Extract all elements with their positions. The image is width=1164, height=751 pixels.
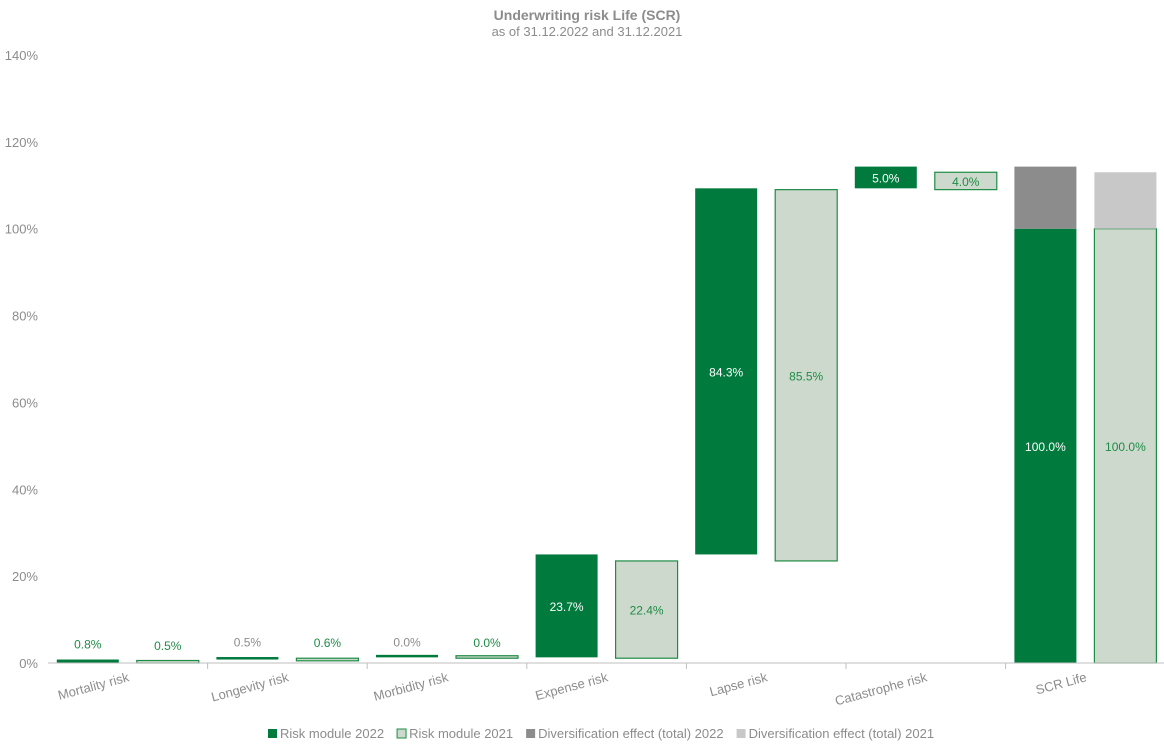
y-tick-label: 20% [12,569,38,584]
y-tick-label: 80% [12,309,38,324]
chart-subtitle: as of 31.12.2022 and 31.12.2021 [492,24,683,39]
bar-catastrophe-risk-series-0 [854,166,917,189]
bar-value-label: 22.4% [630,604,664,618]
bar-value-label: 100.0% [1105,440,1146,454]
bar-value-label: 85.5% [789,369,823,383]
y-tick-label: 40% [12,482,38,497]
x-category-label: Morbidity risk [372,669,450,703]
y-axis: 0% 20% 40% 60% 80% 100% 120% 140% [5,48,39,671]
bar-value-label: 84.3% [709,365,743,379]
bar-value-label: 23.7% [550,600,584,614]
legend-swatch [526,729,536,738]
bar-value-label: 4.0% [952,175,980,189]
bar-scr-life-series-1 [1093,228,1158,664]
bar-labels-group: 0.8% 0.5% 0.0% 23.7% 84.3% 5.0% 100.0% 0.5% 0.6%… [74,171,1146,652]
y-tick-label: 100% [5,222,39,237]
x-category-label: Lapse risk [708,669,770,699]
bar-expense-risk-series-0 [535,554,598,658]
legend-label: Risk module 2022 [280,726,384,741]
bar-scr-life-series-2 [1014,166,1077,229]
bar-value-label: 0.5% [234,635,262,649]
bar-morbidity-risk-series-1 [455,655,519,659]
x-category-label: Expense risk [534,669,610,703]
bar-catastrophe-risk-series-1 [934,171,998,191]
bar-value-label: 5.0% [872,171,900,185]
legend-swatch [396,728,407,739]
bar-scr-life-series-3 [1094,172,1157,229]
bar-expense-risk-series-1 [614,560,679,659]
bar-value-label: 0.8% [74,638,102,652]
bar-lapse-risk-series-0 [695,188,758,555]
legend-label: Diversification effect (total) 2021 [749,726,934,741]
y-tick-label: 140% [5,48,39,63]
legend-swatch [268,729,277,738]
bar-value-label: 0.0% [473,636,501,650]
legend-swatch [736,729,746,738]
x-axis: Mortality risk Longevity risk Morbidity ri… [56,663,1088,708]
x-category-label: SCR Life [1034,669,1088,697]
bar-lapse-risk-series-1 [774,189,838,562]
x-category-label: Mortality risk [56,669,131,702]
bar-value-label: 100.0% [1025,440,1066,454]
bar-scr-life-series-0 [1014,228,1077,663]
chart-title: Underwriting risk Life (SCR) [494,7,681,23]
legend-label: Diversification effect (total) 2022 [538,726,723,741]
bar-value-label: 0.5% [154,639,182,653]
y-tick-label: 60% [12,395,38,410]
y-tick-label: 120% [5,135,39,150]
bar-longevity-risk-series-0 [216,657,279,660]
bar-mortality-risk-series-0 [56,659,119,663]
bar-morbidity-risk-series-0 [376,654,438,658]
x-category-label: Catastrophe risk [833,669,929,708]
legend-label: Risk module 2021 [409,726,513,741]
bar-value-label: 0.0% [393,635,421,649]
x-category-label: Longevity risk [210,669,291,704]
bars-group [56,166,1158,664]
legend: Risk module 2022 Risk module 2021 Diversif… [268,726,934,741]
y-tick-label: 0% [19,656,38,671]
bar-value-label: 0.6% [314,636,342,650]
bar-longevity-risk-series-1 [295,657,359,662]
